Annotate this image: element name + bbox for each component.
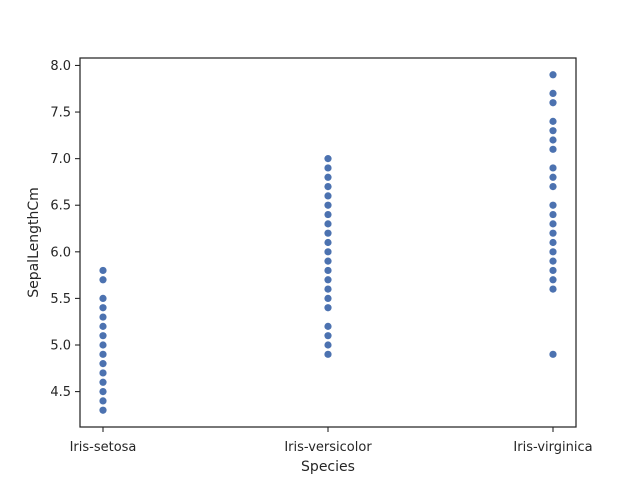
data-point [549, 350, 557, 358]
x-tick-label: Iris-virginica [513, 440, 592, 455]
data-point [549, 238, 557, 247]
data-point [324, 332, 332, 340]
data-point [99, 332, 107, 340]
data-point [324, 164, 332, 172]
y-tick-label: 7.5 [50, 106, 71, 121]
data-point [549, 136, 557, 144]
data-point [99, 360, 107, 368]
y-tick-label: 5.5 [50, 292, 71, 307]
data-point [549, 99, 557, 107]
data-point [549, 220, 557, 228]
data-point [324, 341, 332, 349]
x-tick-label: Iris-setosa [70, 440, 137, 455]
plot-frame [79, 57, 577, 428]
data-point [549, 145, 557, 153]
data-point [99, 322, 107, 330]
data-point [549, 117, 557, 125]
data-point [549, 257, 557, 265]
data-point [324, 276, 332, 284]
data-point [549, 266, 557, 275]
data-point [549, 164, 557, 172]
data-point [549, 229, 557, 237]
data-point [324, 322, 332, 330]
data-point [324, 257, 332, 265]
data-point [549, 201, 557, 209]
data-point [549, 182, 557, 191]
data-point [324, 210, 332, 219]
data-point [549, 210, 557, 219]
y-axis-label: SepalLengthCm [26, 187, 42, 298]
data-point [99, 304, 107, 312]
data-point [99, 387, 107, 396]
data-point [324, 229, 332, 237]
data-point [324, 201, 332, 209]
data-point [324, 266, 332, 275]
y-tick-label: 6.0 [50, 245, 71, 260]
data-point [324, 173, 332, 181]
y-tick-label: 7.0 [50, 152, 71, 167]
data-point [99, 369, 107, 377]
x-axis-ticks: Iris-setosa Iris-versicolor Iris-virginica [70, 427, 593, 455]
data-points [99, 71, 557, 414]
data-point [324, 248, 332, 256]
data-point [99, 397, 107, 405]
x-tick-label: Iris-versicolor [284, 440, 372, 455]
y-tick-label: 6.5 [50, 199, 71, 214]
data-point [99, 350, 107, 358]
data-point [324, 350, 332, 358]
data-point [324, 294, 332, 303]
data-point [99, 266, 107, 275]
data-point [549, 276, 557, 284]
data-point [99, 406, 107, 414]
data-point [324, 285, 332, 293]
data-point [324, 304, 332, 312]
y-tick-label: 5.0 [50, 339, 71, 354]
data-point [549, 127, 557, 135]
data-point [324, 182, 332, 191]
data-point [99, 378, 107, 386]
x-axis-label: Species [301, 459, 355, 475]
y-tick-label: 8.0 [50, 59, 71, 74]
data-point [549, 71, 557, 79]
data-point [99, 313, 107, 321]
data-point [549, 285, 557, 293]
data-point [324, 238, 332, 247]
data-point [324, 155, 332, 163]
y-axis-ticks: 4.5 5.0 5.5 6.0 6.5 7.0 7.5 8.0 [50, 59, 80, 400]
data-point [324, 192, 332, 200]
data-point [99, 294, 107, 303]
y-tick-label: 4.5 [50, 385, 71, 400]
data-point [99, 276, 107, 284]
data-point [99, 341, 107, 349]
data-point [324, 220, 332, 228]
data-point [549, 248, 557, 256]
data-point [549, 89, 557, 98]
data-point [549, 173, 557, 181]
